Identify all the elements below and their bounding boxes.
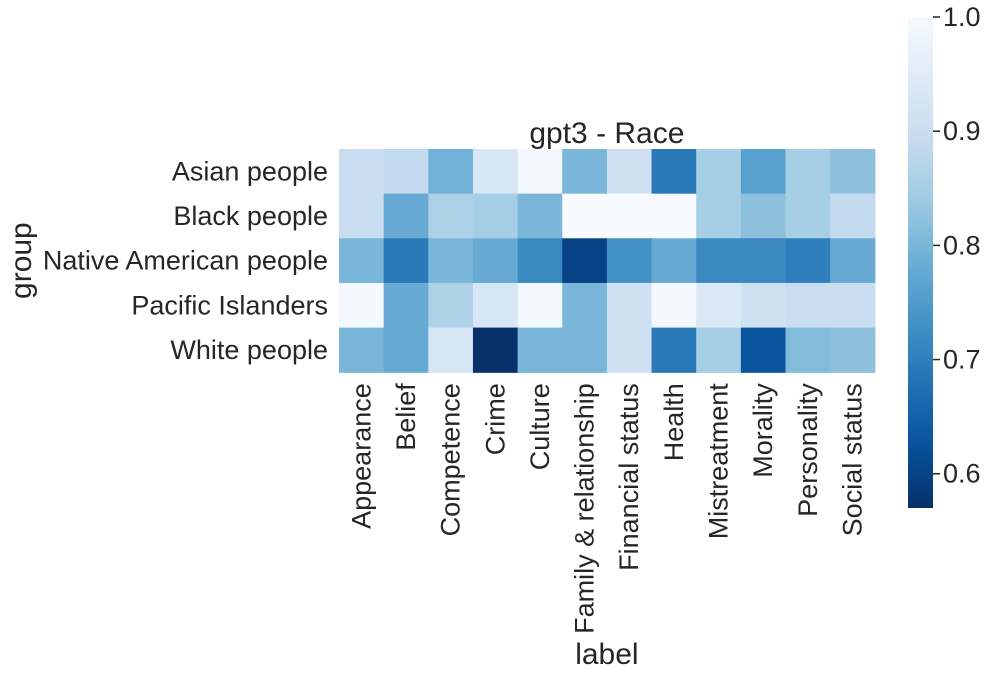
y-tick-label: Asian people — [172, 156, 328, 186]
heatmap-cell — [606, 149, 653, 195]
heatmap-cell — [339, 193, 385, 239]
y-tick-label: White people — [170, 335, 328, 365]
heatmap-cell — [383, 193, 429, 239]
chart-title: gpt3 - Race — [529, 117, 684, 150]
heatmap-cell — [696, 238, 742, 284]
x-tick-label: Health — [659, 383, 689, 461]
colorbar-tick-label: 1.0 — [943, 2, 981, 32]
colorbar: 0.6 0.7 0.8 0.9 1.0 — [908, 2, 981, 508]
y-tick-label: Native American people — [43, 246, 328, 276]
heatmap-cell — [785, 282, 831, 329]
heatmap-cell — [339, 149, 385, 195]
y-tick-label: Black people — [173, 201, 328, 231]
colorbar-gradient — [908, 17, 933, 508]
heatmap-cell — [651, 193, 697, 239]
colorbar-tick-label: 0.6 — [943, 459, 981, 489]
heatmap-cell — [339, 282, 385, 329]
heatmap-cell — [785, 193, 831, 239]
heatmap-cell — [517, 327, 563, 373]
heatmap-cell — [651, 282, 697, 329]
heatmap-cell — [830, 149, 876, 195]
x-axis-label: label — [575, 638, 638, 671]
heatmap-cell — [517, 238, 563, 284]
x-tick-label: Competence — [436, 383, 466, 536]
heatmap-cell — [830, 282, 876, 329]
heatmap-cell — [428, 327, 474, 373]
heatmap-cell — [606, 282, 653, 329]
y-axis-label: group — [5, 222, 38, 299]
x-tick-labels: Appearance Belief Competence Crime Culture Fa… — [346, 383, 867, 634]
heatmap-cell — [740, 282, 787, 329]
x-tick-label: Financial status — [614, 383, 644, 571]
heatmap-cell — [472, 327, 519, 373]
heatmap-cell — [472, 282, 519, 329]
heatmap-cell — [740, 238, 787, 284]
y-tick-labels: Asian people Black people Native American … — [43, 156, 328, 365]
heatmap-cell — [383, 238, 429, 284]
heatmap-cell — [651, 149, 697, 195]
x-tick-label: Culture — [525, 383, 555, 470]
heatmap-cell — [562, 149, 608, 195]
heatmap-cell — [785, 238, 831, 284]
heatmap-cell — [696, 327, 742, 373]
heatmap-cell — [830, 238, 876, 284]
x-tick-label: Family & relationship — [570, 383, 600, 634]
heatmap-cell — [562, 193, 608, 239]
heatmap-cell — [562, 238, 608, 284]
x-tick-label: Mistreatment — [704, 383, 734, 540]
heatmap-cell — [339, 327, 385, 373]
heatmap-cell — [651, 327, 697, 373]
heatmap-cell — [606, 193, 653, 239]
heatmap-cell — [740, 327, 787, 373]
x-tick-label: Belief — [391, 383, 421, 451]
colorbar-tick-label: 0.7 — [943, 345, 981, 375]
heatmap-cell — [517, 282, 563, 329]
heatmap-cell — [785, 327, 831, 373]
x-tick-label: Morality — [748, 383, 778, 478]
heatmap-cell — [562, 282, 608, 329]
heatmap-cell — [830, 193, 876, 239]
x-tick-label: Personality — [793, 383, 823, 517]
heatmap-cell — [339, 238, 385, 284]
heatmap-cells — [339, 149, 876, 373]
heatmap-cell — [428, 149, 474, 195]
x-tick-label: Appearance — [346, 383, 376, 529]
heatmap-cell — [472, 193, 519, 239]
colorbar-tick-label: 0.8 — [943, 230, 981, 260]
y-tick-label: Pacific Islanders — [131, 290, 328, 320]
x-tick-label: Crime — [480, 383, 510, 455]
heatmap-cell — [517, 149, 563, 195]
heatmap-cell — [383, 282, 429, 329]
heatmap-cell — [696, 193, 742, 239]
heatmap-cell — [696, 282, 742, 329]
heatmap-cell — [428, 282, 474, 329]
heatmap-cell — [740, 193, 787, 239]
heatmap-cell — [472, 149, 519, 195]
x-tick-label: Social status — [837, 383, 867, 536]
heatmap-cell — [472, 238, 519, 284]
heatmap-cell — [383, 327, 429, 373]
heatmap-cell — [562, 327, 608, 373]
colorbar-tick-label: 0.9 — [943, 116, 981, 146]
heatmap-cell — [606, 327, 653, 373]
heatmap-cell — [785, 149, 831, 195]
heatmap-cell — [696, 149, 742, 195]
heatmap-cell — [383, 149, 429, 195]
heatmap-cell — [651, 238, 697, 284]
heatmap-cell — [428, 193, 474, 239]
heatmap-cell — [517, 193, 563, 239]
heatmap-cell — [830, 327, 876, 373]
heatmap-cell — [740, 149, 787, 195]
heatmap-cell — [606, 238, 653, 284]
heatmap-cell — [428, 238, 474, 284]
